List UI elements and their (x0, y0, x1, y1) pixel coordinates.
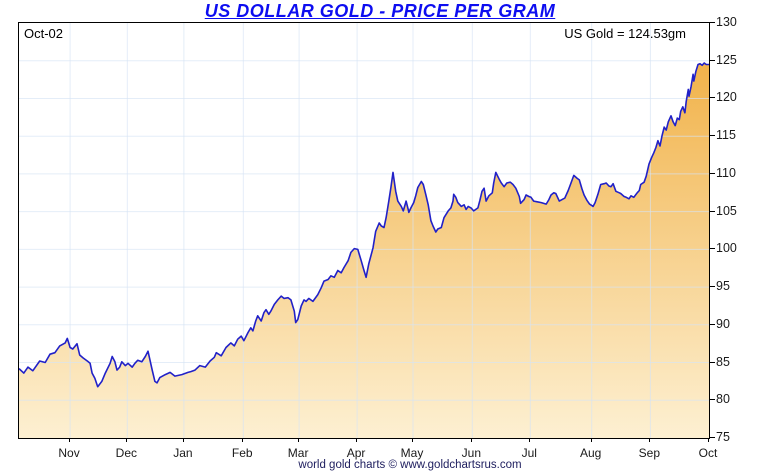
current-date-label: Oct-02 (24, 26, 64, 41)
x-tick (411, 438, 413, 442)
x-tick (590, 438, 592, 442)
y-tick (710, 210, 715, 212)
x-tick (356, 438, 358, 442)
y-tick-label: 120 (716, 90, 737, 105)
price-line (19, 62, 709, 388)
x-tick-label: Dec (115, 446, 137, 460)
x-tick (708, 438, 709, 442)
y-tick-label: 95 (716, 279, 730, 294)
x-tick (69, 438, 71, 442)
source-credit: world gold charts © www.goldchartsrus.co… (298, 459, 522, 471)
y-tick (710, 135, 715, 137)
x-tick-label: Jun (461, 446, 482, 460)
y-tick-label: 125 (716, 52, 737, 67)
y-tick-label: 110 (716, 165, 736, 180)
y-tick (710, 248, 715, 250)
y-tick-label: 85 (716, 354, 730, 369)
y-tick (710, 361, 715, 363)
x-tick-label: Apr (346, 446, 366, 460)
y-tick (710, 399, 715, 401)
x-tick (126, 438, 128, 442)
y-tick-label: 105 (716, 203, 737, 218)
y-tick-label: 75 (716, 430, 730, 444)
current-price-label: US Gold = 124.53gm (564, 26, 686, 41)
x-tick (242, 438, 244, 442)
y-tick (710, 286, 715, 288)
y-tick (710, 437, 715, 438)
x-tick-label: Nov (58, 446, 80, 460)
x-tick (529, 438, 531, 442)
price-area-chart (19, 23, 709, 438)
y-tick-label: 100 (716, 241, 737, 256)
chart-title: US DOLLAR GOLD - PRICE PER GRAM (204, 1, 556, 21)
x-tick-label: Sep (638, 446, 661, 460)
y-tick-label: 130 (716, 15, 737, 29)
price-area-fill (19, 63, 709, 438)
x-tick (471, 438, 473, 442)
x-tick (649, 438, 651, 442)
x-tick-label: Jul (521, 446, 537, 460)
x-tick-label: Feb (231, 446, 253, 460)
y-tick (710, 97, 715, 99)
x-tick-label: Oct (698, 446, 718, 460)
y-tick-label: 80 (716, 392, 730, 407)
y-tick (710, 59, 715, 61)
gridlines (19, 23, 709, 438)
x-tick-label: Jan (173, 446, 193, 460)
y-tick-label: 115 (716, 128, 736, 143)
x-tick-label: Aug (580, 446, 602, 460)
y-tick (710, 22, 715, 23)
x-tick-label: Mar (287, 446, 309, 460)
y-tick (710, 172, 715, 174)
y-tick-label: 90 (716, 316, 730, 331)
x-tick (298, 438, 300, 442)
plot-area (18, 22, 710, 439)
x-tick (182, 438, 184, 442)
x-tick-label: May (400, 446, 424, 460)
y-tick (710, 323, 715, 325)
